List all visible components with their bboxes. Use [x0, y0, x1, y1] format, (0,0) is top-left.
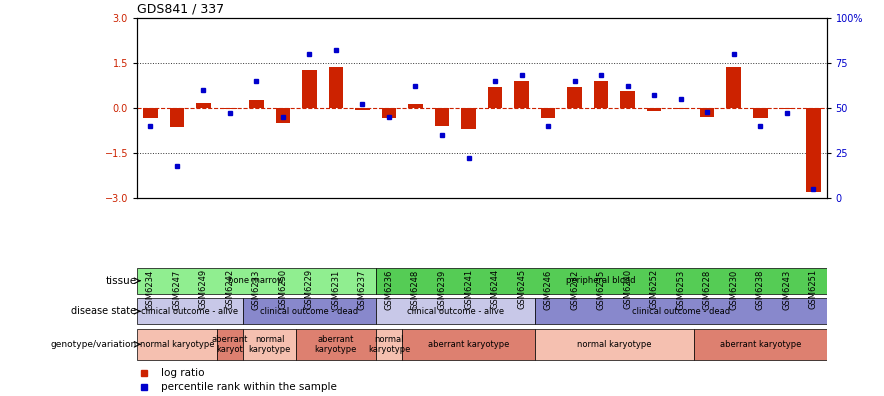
FancyBboxPatch shape [217, 329, 243, 360]
FancyBboxPatch shape [296, 329, 376, 360]
Bar [541, 108, 555, 118]
Text: normal karyotype: normal karyotype [577, 340, 652, 349]
Bar [700, 108, 714, 117]
Text: disease state: disease state [72, 306, 136, 316]
Bar [143, 108, 157, 118]
FancyBboxPatch shape [376, 298, 535, 324]
Text: GDS841 / 337: GDS841 / 337 [137, 2, 225, 15]
FancyBboxPatch shape [137, 298, 243, 324]
Text: peripheral blood: peripheral blood [567, 276, 636, 285]
Bar [382, 108, 396, 118]
Bar [355, 108, 370, 110]
Text: log ratio: log ratio [161, 367, 205, 378]
Bar [780, 108, 794, 109]
Text: clinical outcome - dead: clinical outcome - dead [260, 307, 359, 316]
Text: normal
karyotype: normal karyotype [248, 335, 291, 354]
Bar [329, 67, 343, 108]
FancyBboxPatch shape [376, 329, 402, 360]
Text: normal
karyotype: normal karyotype [368, 335, 410, 354]
Bar [435, 108, 449, 126]
Bar [249, 101, 263, 108]
Bar [223, 108, 237, 109]
Text: clinical outcome - dead: clinical outcome - dead [631, 307, 730, 316]
Bar [806, 108, 820, 192]
FancyBboxPatch shape [137, 268, 376, 294]
Text: tissue: tissue [105, 276, 136, 286]
Text: aberrant karyotype: aberrant karyotype [720, 340, 801, 349]
Text: clinical outcome - alive: clinical outcome - alive [141, 307, 239, 316]
Text: genotype/variation: genotype/variation [50, 340, 136, 349]
Bar [594, 81, 608, 108]
Bar [170, 108, 184, 128]
FancyBboxPatch shape [535, 298, 827, 324]
Bar [488, 87, 502, 108]
Text: aberrant
karyot: aberrant karyot [211, 335, 248, 354]
Bar [568, 87, 582, 108]
Bar [727, 67, 741, 108]
FancyBboxPatch shape [137, 329, 217, 360]
Bar [408, 104, 423, 108]
Text: bone marrow: bone marrow [228, 276, 285, 285]
Bar [647, 108, 661, 111]
Bar [302, 70, 316, 108]
FancyBboxPatch shape [376, 268, 827, 294]
Bar [621, 91, 635, 108]
FancyBboxPatch shape [243, 329, 296, 360]
Bar [196, 103, 210, 108]
Text: clinical outcome - alive: clinical outcome - alive [407, 307, 504, 316]
FancyBboxPatch shape [243, 298, 376, 324]
Bar [514, 81, 529, 108]
Text: aberrant karyotype: aberrant karyotype [428, 340, 509, 349]
Bar [461, 108, 476, 129]
FancyBboxPatch shape [402, 329, 535, 360]
Bar [276, 108, 290, 123]
Text: percentile rank within the sample: percentile rank within the sample [161, 382, 337, 392]
Bar [753, 108, 767, 118]
FancyBboxPatch shape [535, 329, 694, 360]
Text: normal karyotype: normal karyotype [140, 340, 214, 349]
FancyBboxPatch shape [694, 329, 827, 360]
Text: aberrant
karyotype: aberrant karyotype [315, 335, 357, 354]
Bar [674, 108, 688, 109]
